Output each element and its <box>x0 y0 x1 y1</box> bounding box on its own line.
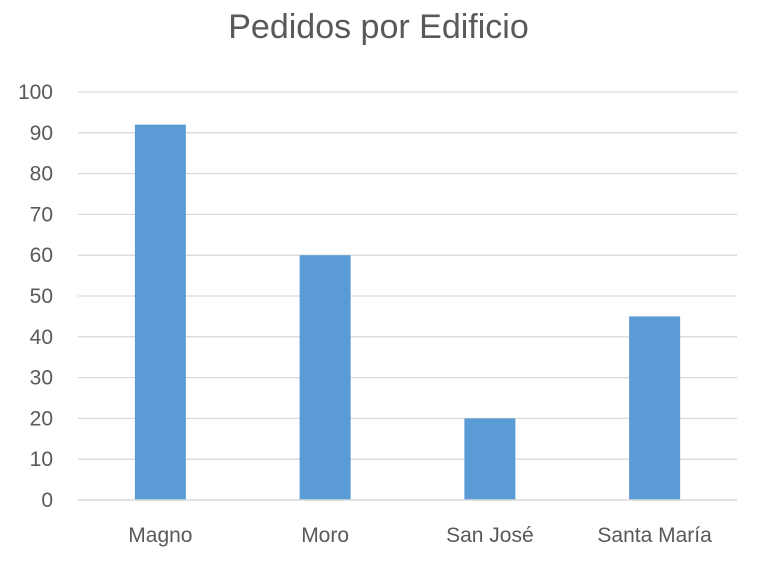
bars <box>134 124 681 500</box>
y-tick-label: 50 <box>30 285 53 308</box>
x-tick-label: San José <box>446 524 534 547</box>
bar <box>299 255 351 500</box>
x-tick-label: Santa María <box>597 524 712 547</box>
y-tick-label: 80 <box>30 163 53 186</box>
y-tick-label: 20 <box>30 407 53 430</box>
gridlines <box>78 91 737 460</box>
x-tick-label: Moro <box>301 524 349 547</box>
bar <box>134 124 186 500</box>
y-tick-label: 30 <box>30 367 53 390</box>
x-tick-label: Magno <box>128 524 192 547</box>
y-tick-label: 40 <box>30 326 53 349</box>
bar <box>464 418 516 500</box>
y-tick-label: 90 <box>30 122 53 145</box>
y-tick-label: 10 <box>30 448 53 471</box>
y-tick-label: 0 <box>41 489 53 512</box>
bar <box>629 316 681 500</box>
x-axis-tick-labels: Magno Moro San José Santa María <box>128 524 712 547</box>
y-tick-label: 60 <box>30 244 53 267</box>
y-axis-tick-labels: 0 10 20 30 40 50 60 70 80 90 100 <box>18 81 53 512</box>
y-tick-label: 70 <box>30 203 53 226</box>
y-tick-label: 100 <box>18 81 53 104</box>
chart-title: Pedidos por Edificio <box>228 8 529 46</box>
